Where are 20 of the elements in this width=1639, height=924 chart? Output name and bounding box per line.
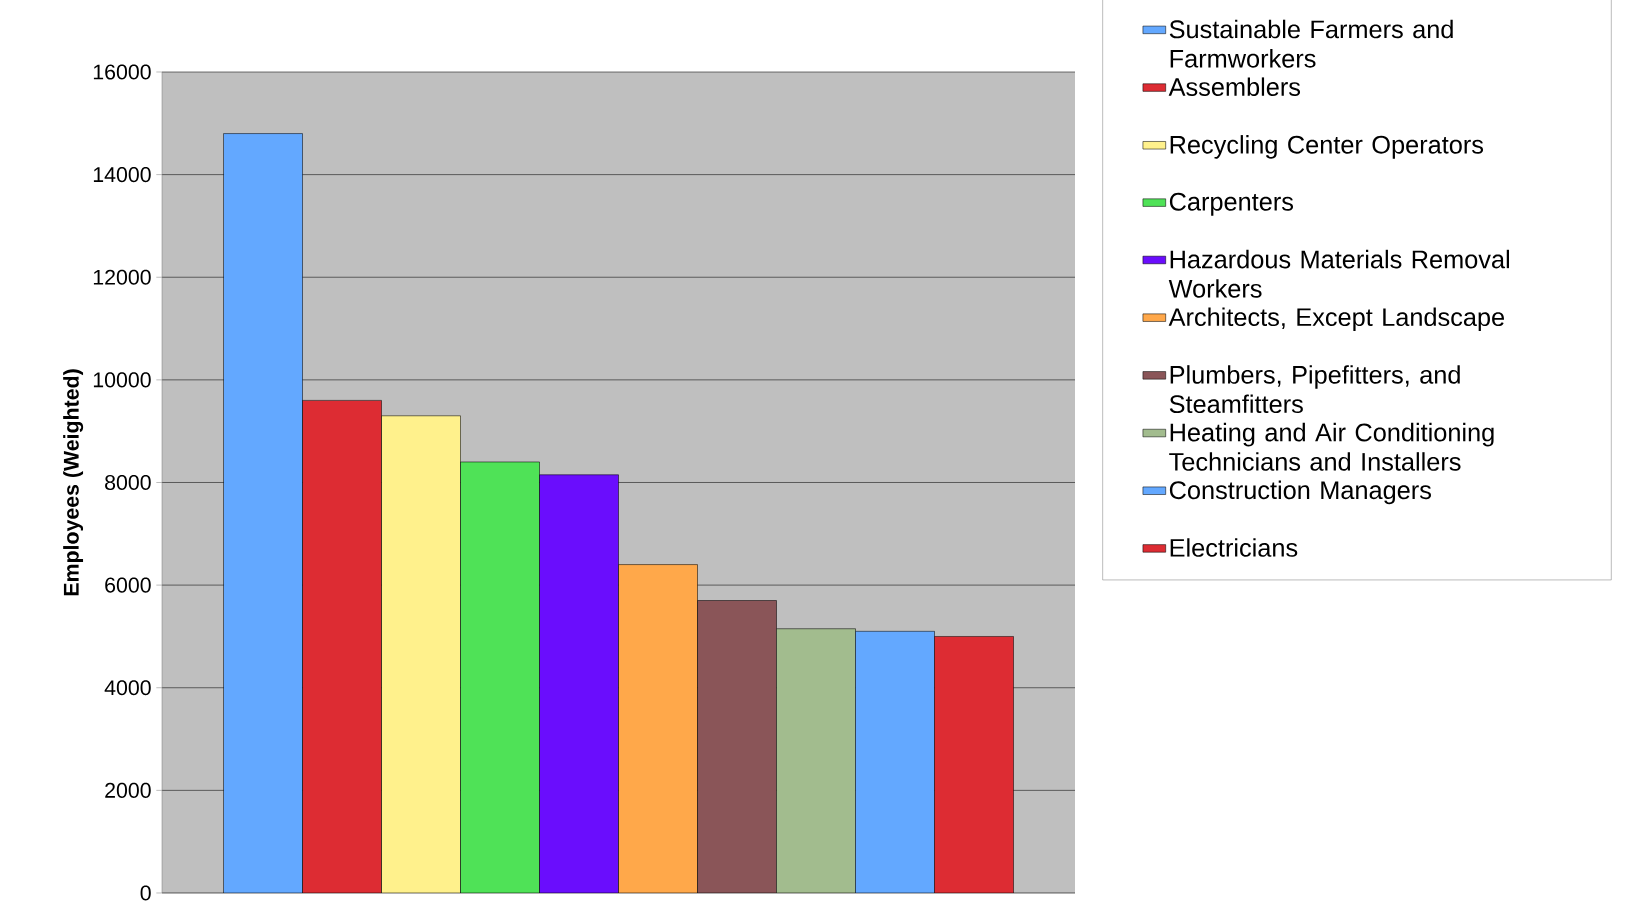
legend-label: Architects, Except Landscape [1168, 307, 1505, 332]
y-tick-label: 16000 [93, 64, 151, 80]
legend-label: Plumbers, Pipefitters, and Steamfitters [1169, 365, 1460, 414]
y-axis-title: Employees (Weighted) [63, 369, 84, 596]
y-tick-label: 0 [140, 885, 151, 901]
legend-label: Hazardous Materials Removal Workers [1168, 249, 1509, 298]
y-tick-label: 4000 [104, 680, 151, 696]
legend-label: Electricians [1170, 538, 1298, 557]
legend-label: Carpenters [1169, 192, 1294, 216]
y-tick-label: 10000 [93, 372, 151, 388]
legend-label: Construction Managers [1169, 480, 1431, 505]
legend-label: Assemblers [1168, 77, 1301, 96]
legend-label: Sustainable Farmers and Farmworkers [1169, 19, 1453, 68]
y-tick-label: 6000 [105, 577, 151, 593]
legend-label: Heating and Air Conditioning Technicians and Installers [1169, 422, 1494, 471]
y-tick-label: 14000 [93, 167, 151, 183]
legend-label: Recycling Center Operators [1170, 135, 1484, 159]
y-tick-label: 12000 [93, 269, 151, 285]
y-tick-label: 2000 [105, 782, 151, 798]
y-tick-label: 8000 [105, 474, 151, 491]
